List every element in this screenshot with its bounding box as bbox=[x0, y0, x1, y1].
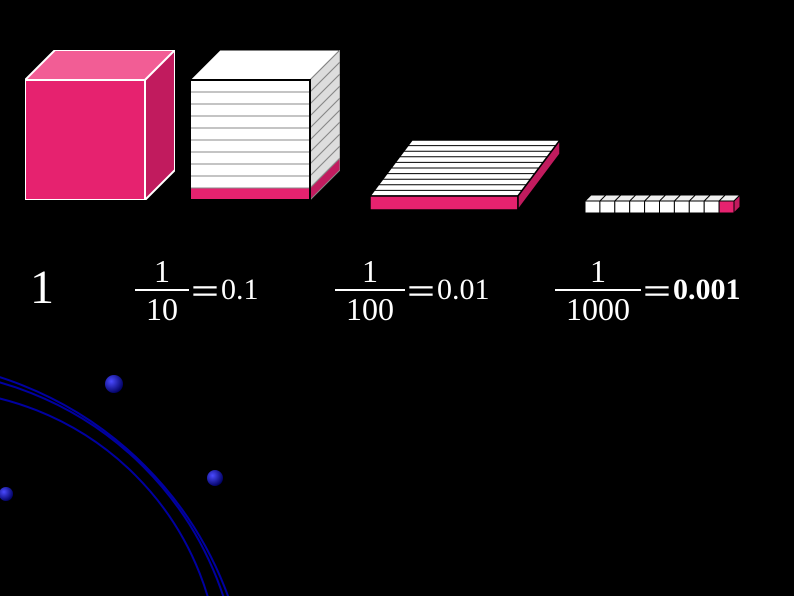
equation-tenth: 1 10 ＝ 0.1 bbox=[135, 255, 259, 325]
whole-text: 1 bbox=[30, 260, 54, 315]
fraction-thousandth: 1 1000 bbox=[555, 255, 641, 325]
flat-hundredths bbox=[370, 140, 560, 210]
fraction-hundredth: 1 100 bbox=[335, 255, 405, 325]
numerator: 1 bbox=[590, 255, 606, 289]
value-whole: 1 bbox=[30, 260, 54, 315]
decimal-value: 0.001 bbox=[673, 273, 741, 307]
equals-sign: ＝ bbox=[641, 267, 673, 313]
equals-sign: ＝ bbox=[189, 267, 221, 313]
numerator: 1 bbox=[154, 255, 170, 289]
numerator: 1 bbox=[362, 255, 378, 289]
equation-thousandth: 1 1000 ＝ 0.001 bbox=[555, 255, 741, 325]
rod-thousandths bbox=[585, 195, 740, 213]
decimal-value: 0.1 bbox=[221, 273, 259, 307]
denominator: 1000 bbox=[566, 291, 630, 325]
slide-stage: 1 1 10 ＝ 0.1 1 100 ＝ 0.01 1 1000 ＝ 0.001 bbox=[0, 0, 794, 596]
equation-hundredth: 1 100 ＝ 0.01 bbox=[335, 255, 490, 325]
denominator: 100 bbox=[346, 291, 394, 325]
equals-sign: ＝ bbox=[405, 267, 437, 313]
fraction-tenth: 1 10 bbox=[135, 255, 189, 325]
cube-whole bbox=[25, 50, 175, 200]
denominator: 10 bbox=[146, 291, 178, 325]
stack-tenths bbox=[190, 50, 340, 200]
decimal-value: 0.01 bbox=[437, 273, 490, 307]
